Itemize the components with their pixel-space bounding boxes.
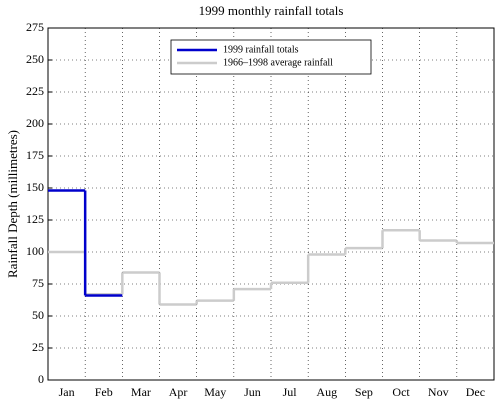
y-tick-label: 225 [26, 84, 44, 98]
x-tick-label: Sep [355, 385, 373, 399]
series-line [48, 189, 123, 297]
y-tick-label: 175 [26, 148, 44, 162]
y-tick-label: 25 [32, 340, 44, 354]
x-tick-label: May [204, 385, 226, 399]
y-tick-label: 150 [26, 180, 44, 194]
y-tick-label: 0 [38, 372, 44, 386]
y-tick-label: 275 [26, 20, 44, 34]
series-line [48, 228, 494, 306]
y-tick-label: 250 [26, 52, 44, 66]
x-tick-label: Aug [316, 385, 337, 399]
x-tick-label: Oct [392, 385, 410, 399]
y-tick-label: 50 [32, 308, 44, 322]
y-tick-label: 75 [32, 276, 44, 290]
x-tick-label: Jan [59, 385, 75, 399]
x-tick-label: Mar [131, 385, 151, 399]
plot-frame [47, 27, 495, 381]
y-axis-label: Rainfall Depth (millimetres) [5, 130, 20, 278]
y-tick-label: 125 [26, 212, 44, 226]
x-tick-label: Jun [244, 385, 261, 399]
x-tick-label: Jul [283, 385, 298, 399]
y-tick-label: 200 [26, 116, 44, 130]
x-tick-label: Feb [95, 385, 113, 399]
chart-title: 1999 monthly rainfall totals [199, 3, 344, 18]
x-tick-label: Dec [466, 385, 485, 399]
x-tick-label: Apr [169, 385, 188, 399]
legend-label: 1999 rainfall totals [223, 44, 299, 55]
legend-box [170, 39, 372, 75]
x-tick-label: Nov [428, 385, 449, 399]
y-tick-label: 100 [26, 244, 44, 258]
legend-label: 1966–1998 average rainfall [223, 57, 333, 68]
